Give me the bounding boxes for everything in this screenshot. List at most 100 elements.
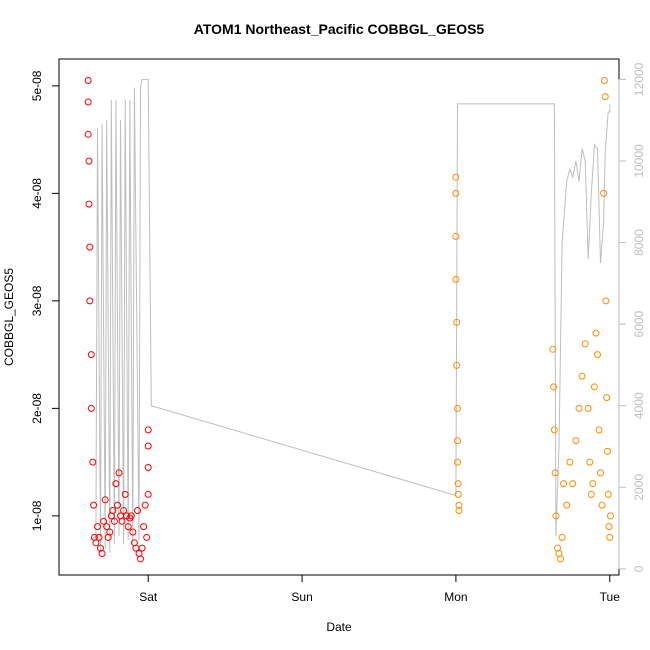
series-2-point (454, 458, 461, 466)
series-1-point (103, 523, 111, 531)
series-2-point (595, 426, 603, 434)
series-2-point (600, 77, 608, 84)
x-tick-label: Tue (600, 590, 621, 604)
series-1-point (140, 523, 148, 531)
series-2-point (581, 340, 589, 348)
series-1-point (144, 426, 152, 434)
x-axis-label: Date (326, 620, 352, 634)
y2-tick-label: 8000 (632, 229, 646, 256)
series-2-point (587, 490, 595, 498)
y2-axis: 0 2000 4000 6000 8000 10000 12000 (618, 62, 646, 572)
series-2-point (575, 404, 583, 412)
series-2-point (594, 351, 601, 359)
y2-tick-label: 4000 (632, 392, 646, 419)
series-1-point (134, 507, 141, 514)
series-1-point (106, 528, 114, 536)
series-1-point (84, 98, 92, 106)
series-1-point (137, 555, 144, 563)
series-1-point (144, 490, 152, 498)
series-1-point (144, 442, 152, 450)
x-tick-label: Sat (139, 590, 158, 604)
series-2-point (453, 318, 461, 326)
series-2-point (607, 512, 614, 520)
series-1-point (85, 200, 93, 208)
series-2-point (552, 512, 560, 520)
series-2-point (569, 480, 577, 488)
series-2-point (454, 480, 462, 488)
series-2-point (601, 93, 609, 101)
series-2-point (557, 555, 564, 563)
series-2-point (586, 458, 594, 466)
series-1-point (87, 404, 95, 412)
series-1-point (126, 514, 134, 522)
series-2-point (454, 490, 462, 498)
series-1-point (124, 523, 132, 531)
series-2-point (550, 426, 558, 434)
series-1-point (120, 507, 128, 514)
series-2-point (453, 361, 461, 369)
series-1-point (127, 512, 135, 520)
series-2-point (563, 501, 571, 509)
series-2-point (452, 173, 460, 181)
series-2-point (566, 458, 574, 466)
series-2-point (592, 329, 600, 337)
series-1-point (89, 458, 97, 466)
y2-tick-label: 2000 (632, 474, 646, 501)
y-tick-label: 1e-08 (30, 500, 44, 531)
series-1-point (101, 496, 109, 504)
series-2-point (605, 523, 613, 531)
series-1-point (100, 517, 108, 525)
series-1-point (98, 550, 106, 557)
series-1-point (129, 528, 137, 536)
series-1-point (144, 464, 152, 471)
series-1-point (92, 539, 100, 547)
y-tick-label: 2e-08 (30, 393, 44, 424)
plot-frame (58, 58, 620, 576)
y-axis: 1e-08 2e-08 3e-08 4e-08 5e-08 (30, 70, 60, 531)
y2-tick-label: 12000 (632, 62, 646, 96)
series-2-point (604, 490, 612, 498)
altitude-line-group (89, 78, 611, 553)
series-1-point (84, 77, 92, 84)
y2-tick-label: 6000 (632, 310, 646, 337)
series-1-point (143, 533, 151, 541)
series-1-point (84, 130, 92, 138)
y-tick-label: 3e-08 (30, 285, 44, 316)
series-2-point (558, 533, 566, 541)
series-1-point (141, 501, 149, 509)
series-2-point (452, 275, 460, 283)
series-1-point (90, 501, 98, 509)
series-1-point (86, 243, 94, 251)
series-2-point (578, 372, 586, 380)
series-1-point (138, 544, 146, 552)
series-1-point (85, 157, 93, 165)
y-tick-label: 5e-08 (30, 70, 44, 101)
series-2-point (584, 404, 592, 412)
series-1-point (115, 469, 123, 477)
series-2-point (452, 232, 460, 240)
series-2-point (603, 394, 611, 402)
series-2-point (550, 383, 558, 391)
y2-tick-label: 10000 (632, 144, 646, 178)
series-1-point (112, 480, 120, 488)
series-2-point (598, 501, 606, 509)
series-2-point (454, 404, 461, 412)
x-axis: Sat Sun Mon Tue (139, 574, 621, 604)
series-1-point (110, 517, 118, 525)
y-tick-label: 4e-08 (30, 178, 44, 209)
series-2-point (551, 469, 559, 477)
x-tick-label: Mon (444, 590, 467, 604)
series-2-point (455, 507, 463, 514)
y-axis-label: COBBGL_GEOS5 (2, 268, 16, 366)
series-2-point (606, 533, 614, 541)
series-2-point (600, 189, 608, 197)
series-2-point (590, 383, 598, 391)
series-2-point (589, 480, 597, 488)
series-2-point (454, 437, 461, 445)
series-2-point (602, 297, 610, 305)
series-1-point (109, 507, 117, 514)
series-2-point (572, 437, 580, 445)
series-1-point (118, 517, 126, 525)
series-1-point (87, 351, 95, 359)
